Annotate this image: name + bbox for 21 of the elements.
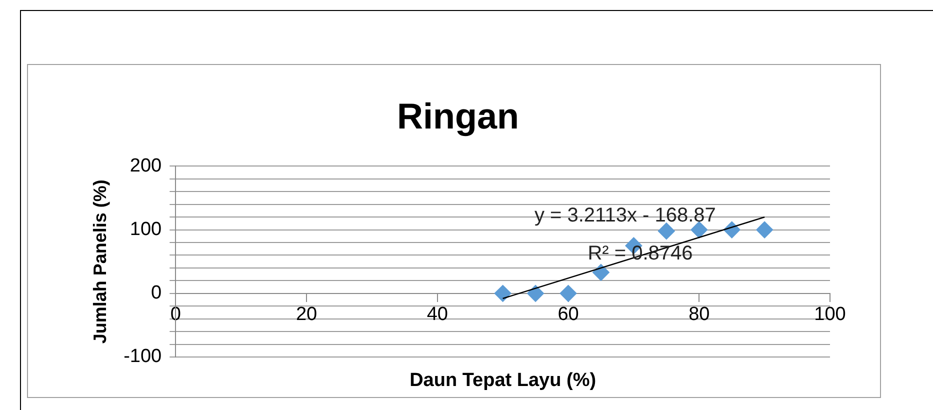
point	[690, 221, 708, 238]
point	[756, 221, 774, 238]
point	[560, 284, 577, 302]
y-tick-label: -100	[124, 346, 162, 368]
x-tick-label: 80	[688, 304, 710, 326]
annotation: y = 3.2113x - 168.87	[534, 204, 716, 226]
x-tick-label: 100	[814, 304, 846, 326]
y-tick-label: 0	[151, 282, 162, 304]
y-tick-label: 200	[130, 155, 162, 176]
chart-title: Ringan	[397, 96, 519, 137]
x-tick-label: 0	[170, 304, 181, 326]
y-tick-label: 100	[130, 219, 162, 240]
y-axis-title: Jumlah Panelis (%)	[90, 180, 110, 344]
point	[658, 222, 675, 240]
point	[592, 264, 610, 281]
x-tick-label: 60	[558, 304, 579, 326]
x-axis-title: Daun Tepat Layu (%)	[410, 370, 596, 392]
x-tick-label: 20	[296, 304, 318, 326]
point	[494, 284, 512, 302]
point	[527, 284, 544, 302]
x-tick-label: 40	[426, 304, 448, 326]
